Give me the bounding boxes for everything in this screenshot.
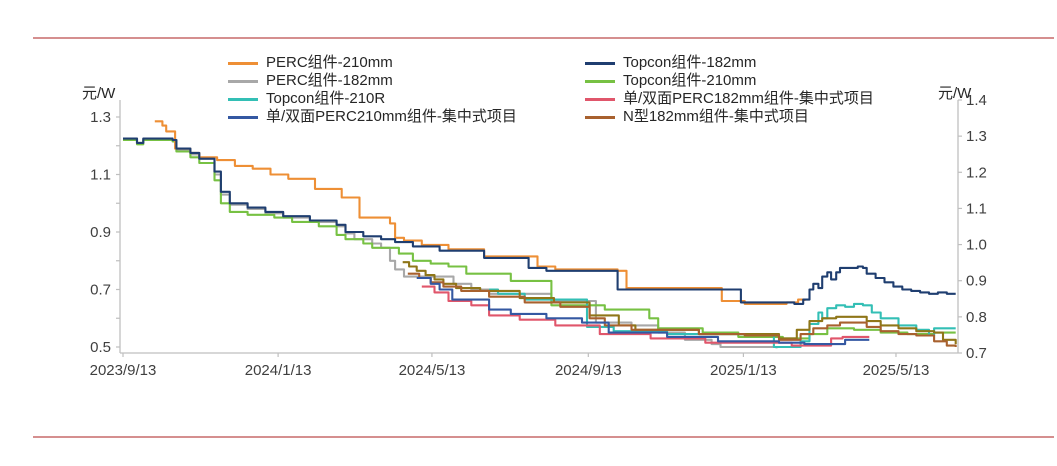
svg-text:0.5: 0.5 [90, 339, 111, 356]
svg-text:2024/9/13: 2024/9/13 [555, 362, 622, 379]
legend-item: 单/双面PERC182mm组件-集中式项目 [585, 90, 874, 108]
legend-item: Topcon组件-210mm [585, 72, 874, 90]
series-line [123, 137, 778, 349]
bottom-divider-line [33, 436, 1054, 438]
series-line [489, 288, 956, 349]
svg-text:2025/5/13: 2025/5/13 [863, 362, 930, 379]
svg-text:2023/9/13: 2023/9/13 [90, 362, 157, 379]
legend-column-1: PERC组件-210mm PERC组件-182mm Topcon组件-210R 单/双… [228, 54, 517, 126]
legend-label: Topcon组件-210mm [623, 72, 757, 89]
legend-swatch-line [585, 61, 615, 65]
legend-label: PERC组件-210mm [266, 54, 393, 71]
svg-text:2025/1/13: 2025/1/13 [710, 362, 777, 379]
legend-swatch-line [228, 97, 258, 101]
series-line [154, 120, 806, 305]
legend-swatch-line [585, 115, 615, 119]
legend-swatch-line [228, 115, 258, 119]
left-axis-unit: 元/W [82, 85, 116, 102]
legend-label: 单/双面PERC210mm组件-集中式项目 [266, 108, 517, 125]
legend-label: N型182mm组件-集中式项目 [623, 108, 809, 125]
top-divider-line [33, 37, 1054, 39]
legend-item: PERC组件-182mm [228, 72, 517, 90]
legend-item: Topcon组件-210R [228, 90, 517, 108]
svg-text:1.1: 1.1 [966, 200, 987, 217]
svg-text:1.1: 1.1 [90, 167, 111, 184]
svg-text:1.2: 1.2 [966, 164, 987, 181]
legend-column-2: Topcon组件-182mm Topcon组件-210mm 单/双面PERC182m… [585, 54, 874, 126]
legend-swatch-line [585, 79, 615, 83]
legend-item: Topcon组件-182mm [585, 54, 874, 72]
svg-text:1.3: 1.3 [966, 128, 987, 145]
series-line [416, 276, 870, 346]
series-line [421, 285, 870, 347]
svg-text:1.4: 1.4 [966, 92, 987, 109]
legend-label: PERC组件-182mm [266, 72, 393, 89]
legend-swatch-line [585, 97, 615, 101]
series-line [123, 138, 956, 340]
svg-text:0.8: 0.8 [966, 309, 987, 326]
svg-text:1.3: 1.3 [90, 109, 111, 126]
legend-swatch-line [228, 79, 258, 83]
legend-item: PERC组件-210mm [228, 54, 517, 72]
svg-text:0.9: 0.9 [966, 273, 987, 290]
right-axis-unit: 元/W [938, 85, 972, 102]
svg-text:0.9: 0.9 [90, 224, 111, 241]
svg-text:2024/1/13: 2024/1/13 [245, 362, 312, 379]
legend-item: 单/双面PERC210mm组件-集中式项目 [228, 108, 517, 126]
legend-label: Topcon组件-182mm [623, 54, 757, 71]
legend-swatch-line [228, 61, 258, 65]
series-line [123, 137, 956, 305]
svg-text:2024/5/13: 2024/5/13 [399, 362, 466, 379]
legend-label: 单/双面PERC182mm组件-集中式项目 [623, 90, 874, 107]
legend-item: N型182mm组件-集中式项目 [585, 108, 874, 126]
svg-text:1.0: 1.0 [966, 237, 987, 254]
series-line [407, 272, 957, 347]
svg-text:0.7: 0.7 [90, 282, 111, 299]
svg-text:0.7: 0.7 [966, 345, 987, 362]
legend-label: Topcon组件-210R [266, 90, 386, 107]
